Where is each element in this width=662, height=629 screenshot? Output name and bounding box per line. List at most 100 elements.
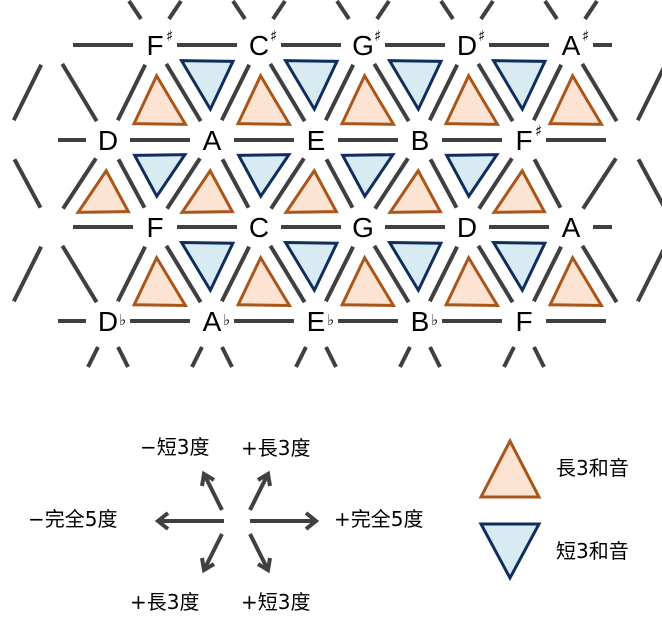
lattice-diagonal-line — [164, 62, 203, 123]
major-chord-triangle — [131, 72, 189, 126]
note-label: F — [146, 30, 163, 61]
lattice-stub — [439, 0, 455, 21]
accidental-label: ♯ — [374, 27, 381, 45]
lattice-stub — [190, 346, 204, 368]
minor-chord-triangle — [132, 153, 188, 200]
accidental-label: ♯ — [582, 27, 589, 45]
lattice-stub — [294, 346, 308, 368]
arrow-down-right — [248, 533, 272, 574]
plus-perfect-fifth-label: +完全5度 — [334, 507, 423, 531]
lattice-diagonal-line — [636, 248, 662, 303]
note-label: G — [352, 30, 374, 61]
lattice-diagonal-line — [269, 157, 306, 210]
major-chord-triangle — [339, 72, 397, 126]
major-chord-triangle — [547, 72, 605, 126]
major-chord-triangle — [443, 72, 501, 126]
minor-chord-triangle — [490, 240, 548, 294]
major-chord-triangle — [339, 254, 397, 308]
note-label: B — [411, 125, 430, 156]
lattice-diagonal-line — [61, 157, 98, 210]
note-label: D — [98, 306, 118, 337]
lattice-stub — [167, 0, 183, 21]
minor-chord-triangle — [178, 240, 236, 294]
plus-major-third-down-label: +長3度 — [130, 590, 199, 614]
lattice-diagonal-line — [580, 62, 619, 123]
accidental-label: ♭ — [431, 311, 438, 329]
lattice-stub — [271, 0, 287, 21]
lattice-diagonal-line — [324, 158, 355, 209]
note-label: F — [515, 306, 532, 337]
lattice-diagonal-line — [531, 63, 564, 122]
lattice-diagonal-line — [164, 244, 203, 304]
lattice-diagonal-line — [12, 158, 43, 209]
lattice-stub — [86, 346, 100, 368]
major-chord-triangle — [131, 254, 189, 308]
lattice-stub — [231, 0, 247, 21]
lattice-stub — [398, 346, 412, 368]
note-label: A — [203, 306, 222, 337]
lattice-diagonal-line — [372, 244, 411, 304]
major-chord-triangle — [491, 167, 547, 214]
interval-legend: −短3度 +長3度 −完全5度 +完全5度 +長3度 +短3度 — [28, 435, 423, 614]
minor-chord-triangle — [444, 153, 500, 200]
accidental-label: ♯ — [478, 27, 485, 45]
lattice-diagonal-line — [476, 62, 515, 123]
major-chord-triangle — [547, 254, 605, 308]
lattice-stub — [543, 0, 559, 21]
lattice-stub — [127, 0, 143, 21]
lattice-diagonal-line — [373, 157, 410, 210]
major-chord-triangle — [235, 72, 293, 126]
major-chord-triangle — [179, 167, 235, 214]
lattice-diagonal-line — [532, 158, 563, 209]
major-chord-triangle — [387, 167, 443, 214]
lattice-stub — [428, 346, 442, 368]
note-label: A — [562, 30, 581, 61]
minor-chord-triangle — [340, 153, 396, 200]
arrow-right — [250, 511, 320, 531]
lattice-diagonal-line — [323, 63, 356, 122]
major-chord-triangle — [443, 254, 501, 308]
accidental-label: ♯ — [535, 122, 542, 140]
lattice-diagonal-line — [580, 244, 619, 304]
lattice-diagonal-line — [219, 63, 252, 122]
lattice-diagonal-line — [115, 63, 148, 122]
lattice-diagonal-line — [11, 63, 44, 122]
lattice-stub — [116, 346, 130, 368]
note-label: D — [98, 125, 118, 156]
lattice-stub — [532, 346, 546, 368]
lattice-stub — [375, 0, 391, 21]
chord-triangles — [75, 59, 605, 308]
lattice-diagonal-line — [372, 62, 411, 123]
lattice-stub — [502, 346, 516, 368]
note-label: A — [562, 212, 581, 243]
lattice-diagonal-line — [477, 157, 514, 210]
tonnetz-lattice — [11, 0, 662, 368]
minor-chord-label: 短3和音 — [556, 539, 629, 563]
minor-chord-triangle — [490, 59, 548, 113]
lattice-diagonal-line — [532, 245, 563, 303]
major-chord-label: 長3和音 — [556, 456, 629, 480]
lattice-diagonal-line — [635, 66, 662, 122]
accidental-label: ♭ — [119, 311, 126, 329]
arrow-left — [154, 511, 224, 531]
plus-major-third-label: +長3度 — [241, 436, 310, 460]
lattice-stub — [220, 346, 234, 368]
lattice-diagonal-line — [427, 63, 460, 122]
arrow-down-left — [200, 533, 224, 574]
note-label: E — [307, 306, 326, 337]
accidental-label: ♭ — [223, 311, 230, 329]
lattice-diagonal-line — [12, 245, 43, 303]
lattice-stub — [324, 346, 338, 368]
lattice-diagonal-line — [220, 158, 251, 209]
note-label: A — [203, 125, 222, 156]
lattice-diagonal-line — [116, 158, 147, 209]
lattice-diagonal-line — [428, 245, 459, 303]
note-labels: F ♯ C ♯ G ♯ D ♯ A ♯D A E B F ♯F C G D AD ♭ A ♭ E ♭ B ♭ F — [98, 27, 589, 337]
lattice-diagonal-line — [116, 245, 147, 303]
lattice-diagonal-line — [428, 158, 459, 209]
major-chord-triangle — [235, 254, 293, 308]
minor-chord-legend-triangle — [478, 522, 542, 582]
major-chord-legend-triangle — [478, 437, 542, 499]
arrow-up-left — [200, 470, 224, 511]
